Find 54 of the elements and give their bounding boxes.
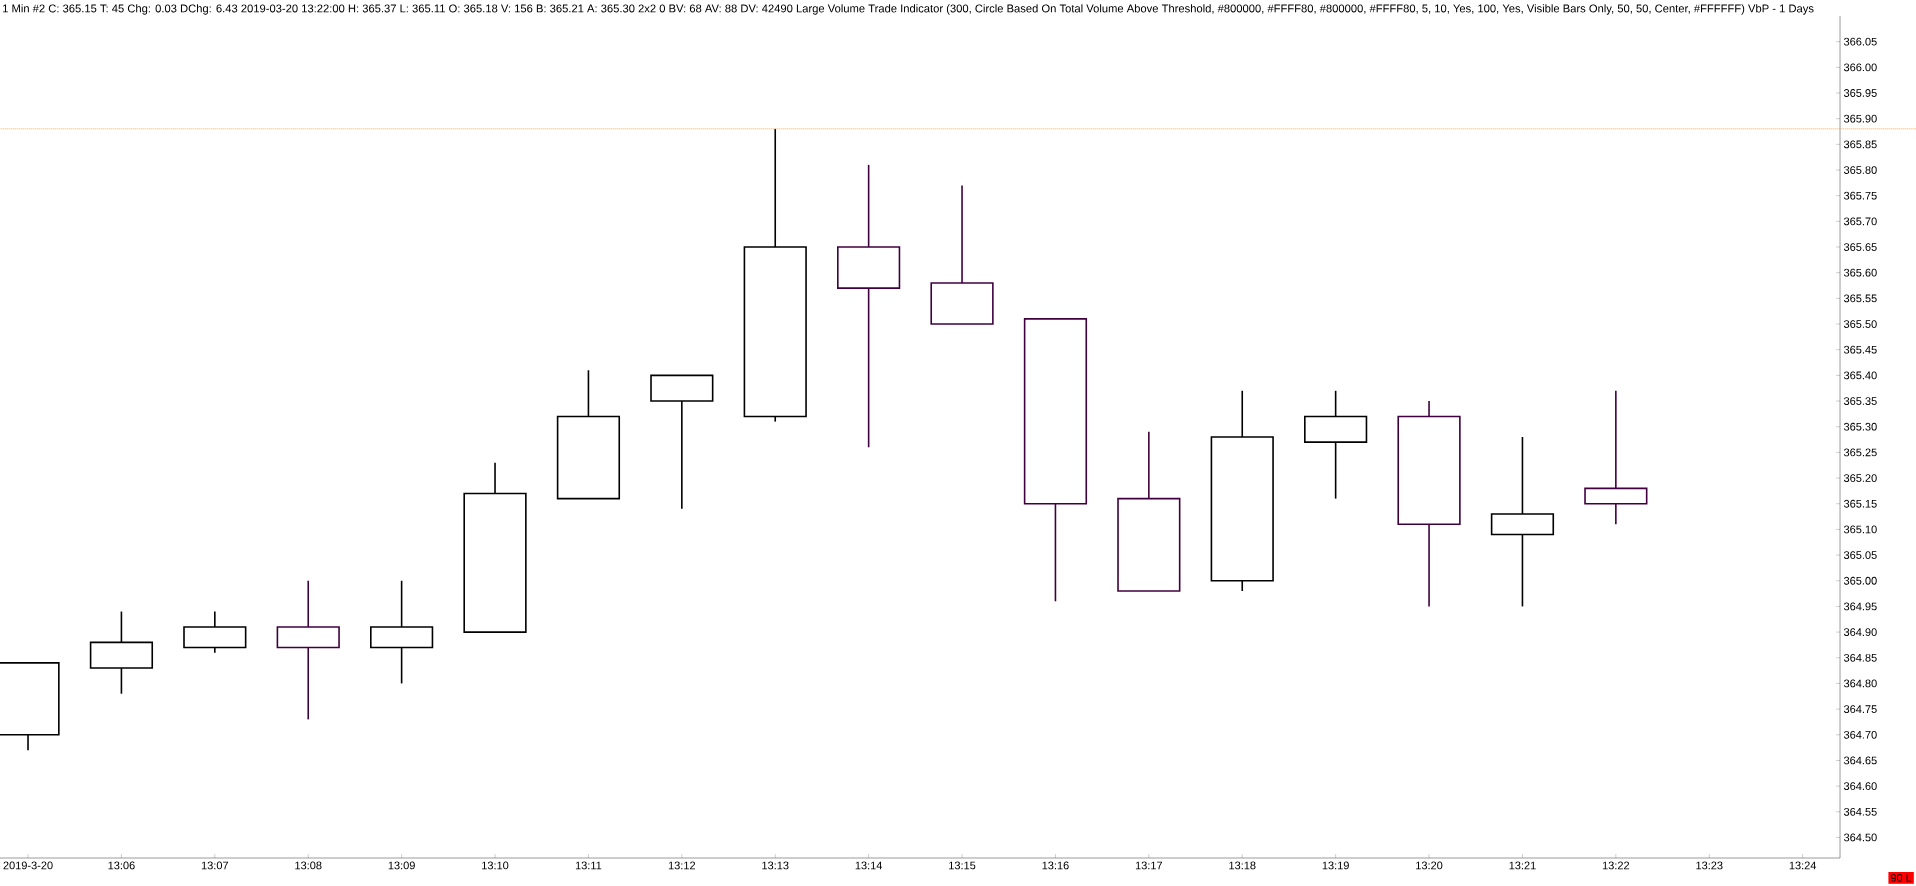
x-tick-label: 13:24 [1789,861,1817,870]
y-tick-label: 365.50 [1843,320,1877,328]
y-tick-label: 365.40 [1843,371,1877,380]
x-tick-label: 13:07 [201,861,229,870]
y-tick-label: 364.55 [1843,807,1877,816]
x-tick-label: 13:15 [949,861,976,870]
text: 90 L [1890,874,1912,882]
x-tick-label: 13:06 [108,861,135,870]
y-tick-label: 366.00 [1843,63,1877,72]
y-tick-label: 365.60 [1843,268,1877,277]
x-tick-label: 2019-3-20 [3,861,53,870]
x-tick-label: 13:16 [1042,861,1069,870]
x-tick-label: 13:21 [1509,861,1536,870]
x-tick-label: 13:14 [855,861,883,870]
x-tick-label: 13:11 [575,861,602,870]
y-tick-label: 365.75 [1843,191,1877,200]
y-tick-label: 365.05 [1843,551,1877,559]
y-tick-label: 365.45 [1843,345,1877,354]
x-tick-label: 13:18 [1229,861,1256,870]
x-tick-label: 13:12 [668,861,696,870]
y-tick-label: 365.30 [1843,422,1877,431]
y-tick-label: 364.80 [1843,679,1877,688]
x-tick-label: 13:23 [1696,861,1723,870]
y-tick-label: 365.20 [1843,474,1877,482]
x-tick-label: 13:10 [482,861,509,870]
y-tick-label: 365.10 [1843,525,1877,534]
x-tick-label: 13:09 [388,861,415,870]
y-tick-label: 365.00 [1843,576,1877,585]
y-tick-label: 365.15 [1843,499,1877,508]
y-tick-label: 364.60 [1843,782,1877,791]
y-tick-label: 365.35 [1843,397,1877,405]
y-tick-label: 364.90 [1843,628,1877,636]
x-tick-label: 13:22 [1602,861,1630,870]
y-tick-label: 365.80 [1843,166,1877,174]
y-tick-label: 365.55 [1843,294,1877,303]
y-tick-label: 366.05 [1843,37,1877,46]
y-tick-label: 365.90 [1843,114,1877,123]
x-tick-label: 13:13 [762,861,789,870]
y-tick-label: 365.70 [1843,217,1877,226]
y-tick-label: 365.65 [1843,243,1877,251]
y-tick-label: 364.95 [1843,602,1877,611]
y-tick-label: 364.85 [1843,653,1877,662]
x-tick-label: 13:17 [1135,861,1163,870]
x-tick-label: 13:19 [1322,861,1349,870]
y-tick-label: 365.85 [1843,140,1877,149]
y-tick-label: 365.25 [1843,448,1877,457]
x-tick-label: 13:20 [1416,861,1443,870]
y-tick-label: 364.65 [1843,756,1877,765]
y-tick-label: 364.75 [1843,705,1877,714]
y-tick-label: 365.95 [1843,89,1877,97]
x-tick-label: 13:08 [295,861,322,870]
chart-title: 1 Min #2 C: 365.15 T: 45 Chg: 0.03 DChg: 6.43 2019-03-20 13:22:00 H: 365.37 L: 365.11 O: 365.18 V: 156 B: 365.21 A: 365.30 2x2 0 BV: 68 AV: 88 DV: 42490 Large Volume Trade Indicator (300, Circle Based On Total Volume Above Threshold, #800000, #FFFF80, #800000, #FFFF80, 5, 10, Yes, 100, Yes, Visible Bars Only, 50, 50, Center, #FFFFFF) VbP - 1 Days [3,4,1814,15]
y-tick-label: 364.50 [1843,833,1877,842]
y-tick-label: 364.70 [1843,730,1877,739]
